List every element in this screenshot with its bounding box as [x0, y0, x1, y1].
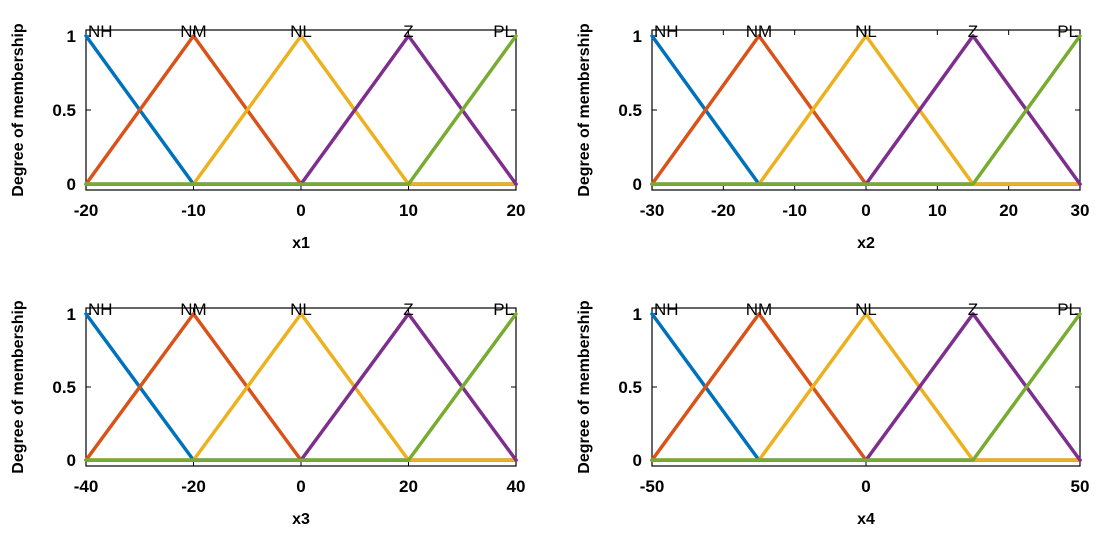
x-tick-label: -10 — [181, 201, 206, 220]
series-line-nm — [650, 34, 1082, 186]
mf-label-pl: PL — [493, 300, 514, 319]
mf-label-nm: NM — [746, 300, 772, 319]
series-line-pl — [650, 312, 1082, 462]
axes-box — [651, 307, 1081, 467]
mf-label-nl: NL — [855, 300, 877, 319]
x-tick-label: -20 — [74, 201, 99, 220]
x-tick-label: 20 — [507, 201, 526, 220]
axes-box — [85, 307, 517, 467]
series-line-pl — [84, 34, 518, 186]
y-tick-label: 1 — [67, 27, 76, 46]
x-tick-label: -20 — [181, 477, 206, 496]
x-tick-label: 20 — [999, 201, 1018, 220]
mf-label-nm: NM — [180, 300, 206, 319]
x-axis-label: x2 — [857, 235, 875, 252]
series-line-nl — [84, 34, 518, 186]
mf-label-z: Z — [968, 22, 978, 41]
y-axis-label: Degree of membership — [576, 300, 593, 474]
series-line-nh — [650, 34, 1082, 186]
x-tick-label: -40 — [74, 477, 99, 496]
series-line-pl — [650, 34, 1082, 186]
mf-label-nm: NM — [180, 22, 206, 41]
mf-label-pl: PL — [1057, 22, 1078, 41]
series-line-nl — [84, 312, 518, 462]
y-axis-label: Degree of membership — [10, 300, 27, 474]
mf-label-nh: NH — [654, 22, 679, 41]
series-line-nl — [650, 34, 1082, 186]
mf-label-z: Z — [403, 22, 413, 41]
x-tick-label: 10 — [928, 201, 947, 220]
axes-box — [651, 29, 1081, 191]
y-tick-label: 1 — [67, 305, 76, 324]
series-line-z — [84, 34, 518, 186]
series-line-pl — [84, 312, 518, 462]
subplot-x2: -30 -20 -10 0 10 20 30 0 0.5 1 x2 Degree of members… — [576, 22, 1089, 252]
y-axis-label: Degree of membership — [10, 23, 27, 197]
mf-label-nl: NL — [855, 22, 877, 41]
x-tick-label: 0 — [861, 477, 870, 496]
series-line-nh — [84, 34, 518, 186]
subplot-x4: -50 0 50 0 0.5 1 x4 Degree of membership NH NM NL Z… — [576, 300, 1089, 528]
x-tick-label: -20 — [711, 201, 736, 220]
series-line-nm — [84, 34, 518, 186]
mf-label-pl: PL — [493, 22, 514, 41]
mf-label-nh: NH — [88, 300, 113, 319]
series-line-z — [650, 34, 1082, 186]
y-axis-label: Degree of membership — [576, 23, 593, 197]
y-tick-label: 0 — [633, 451, 642, 470]
mf-label-z: Z — [968, 300, 978, 319]
x-tick-label: -50 — [640, 477, 665, 496]
mf-label-nl: NL — [290, 300, 312, 319]
x-tick-label: 0 — [296, 201, 305, 220]
series-line-z — [84, 312, 518, 462]
y-tick-label: 1 — [633, 27, 642, 46]
x-axis-label: x1 — [292, 235, 310, 252]
mf-label-nh: NH — [654, 300, 679, 319]
series-line-nm — [84, 312, 518, 462]
mf-label-nl: NL — [290, 22, 312, 41]
y-tick-label: 0 — [633, 175, 642, 194]
y-tick-label: 1 — [633, 305, 642, 324]
y-tick-label: 0.5 — [52, 101, 76, 120]
series-line-nl — [650, 312, 1082, 462]
mf-label-z: Z — [403, 300, 413, 319]
mf-label-nm: NM — [746, 22, 772, 41]
y-tick-label: 0 — [67, 175, 76, 194]
x-tick-label: 40 — [507, 477, 526, 496]
y-tick-label: 0 — [67, 451, 76, 470]
x-tick-label: 20 — [399, 477, 418, 496]
x-axis-label: x3 — [292, 511, 310, 528]
x-axis-label: x4 — [857, 511, 875, 528]
series-line-nh — [84, 312, 518, 462]
series-line-z — [650, 312, 1082, 462]
axes-box — [85, 29, 517, 191]
x-tick-label: -30 — [640, 201, 665, 220]
x-tick-label: 0 — [861, 201, 870, 220]
x-tick-label: 0 — [296, 477, 305, 496]
subplot-x1: -20 -10 0 10 20 0 0.5 1 x1 Degree of membership NH… — [10, 22, 525, 252]
y-tick-label: 0.5 — [52, 378, 76, 397]
x-tick-label: 10 — [399, 201, 418, 220]
x-tick-label: 50 — [1071, 477, 1090, 496]
x-tick-label: 30 — [1071, 201, 1090, 220]
x-tick-label: -10 — [782, 201, 807, 220]
mf-label-pl: PL — [1057, 300, 1078, 319]
y-tick-label: 0.5 — [618, 378, 642, 397]
series-line-nh — [650, 312, 1082, 462]
mf-label-nh: NH — [88, 22, 113, 41]
subplot-x3: -40 -20 0 20 40 0 0.5 1 x3 Degree of membership NH… — [10, 300, 525, 528]
series-line-nm — [650, 312, 1082, 462]
y-tick-label: 0.5 — [618, 101, 642, 120]
